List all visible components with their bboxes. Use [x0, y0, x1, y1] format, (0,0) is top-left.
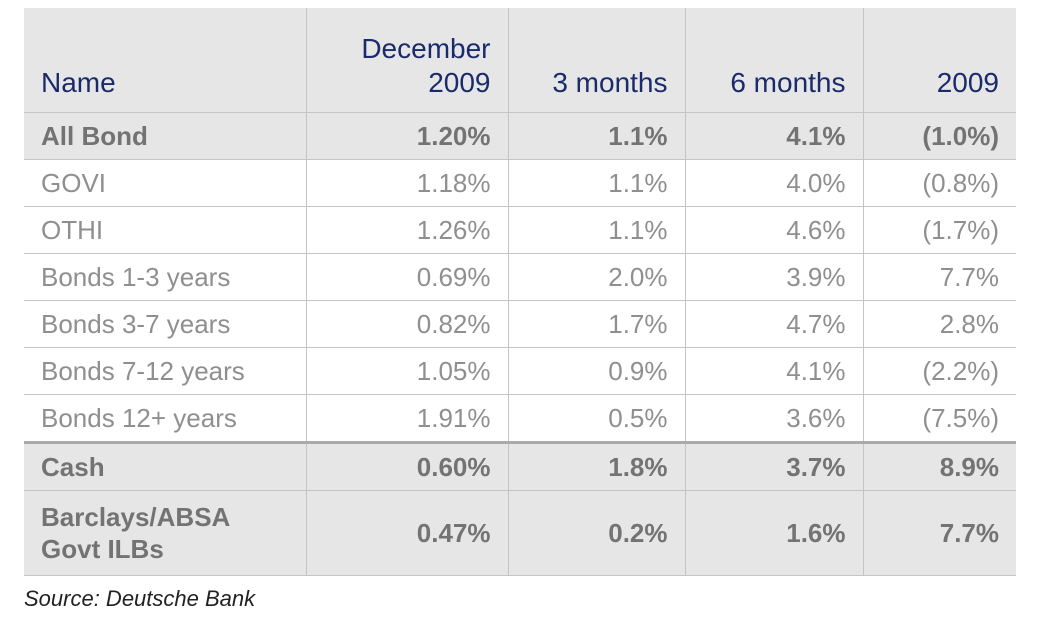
cell-value: 0.82% [305, 300, 508, 348]
cell-value: 1.8% [507, 441, 685, 491]
row-name: OTHI [24, 206, 306, 254]
table-row: Bonds 7-12 years 1.05% 0.9% 4.1% (2.2%) [24, 347, 1016, 395]
row-name: All Bond [24, 112, 306, 160]
cell-value: 0.60% [305, 441, 508, 491]
cell-value: 4.0% [684, 159, 863, 207]
cell-value: 1.1% [507, 159, 685, 207]
header-name: Name [24, 8, 306, 113]
row-name: Bonds 7-12 years [24, 347, 306, 395]
row-name: Cash [24, 441, 306, 491]
table-row: Bonds 3-7 years 0.82% 1.7% 4.7% 2.8% [24, 300, 1016, 348]
cell-value: 0.2% [507, 490, 685, 576]
returns-table: Name December 2009 3 months 6 months 200… [24, 8, 1016, 576]
returns-table-container: Name December 2009 3 months 6 months 200… [24, 8, 1016, 576]
row-name: Bonds 1-3 years [24, 253, 306, 301]
cell-value: 2.0% [507, 253, 685, 301]
header-3-months: 3 months [507, 8, 685, 113]
cell-value: 1.1% [507, 112, 685, 160]
cell-value: 1.05% [305, 347, 508, 395]
table-row: OTHI 1.26% 1.1% 4.6% (1.7%) [24, 206, 1016, 254]
row-name: Barclays/ABSA Govt ILBs [24, 490, 306, 576]
cell-value: 0.69% [305, 253, 508, 301]
cell-value: 3.7% [684, 441, 863, 491]
row-name: Bonds 3-7 years [24, 300, 306, 348]
header-2009: 2009 [862, 8, 1016, 113]
cell-value: (0.8%) [862, 159, 1016, 207]
table-row: Barclays/ABSA Govt ILBs 0.47% 0.2% 1.6% … [24, 490, 1016, 576]
table-row: Cash 0.60% 1.8% 3.7% 8.9% [24, 441, 1016, 491]
cell-value: 1.1% [507, 206, 685, 254]
cell-value: 4.1% [684, 347, 863, 395]
cell-value: 1.20% [305, 112, 508, 160]
row-name: Bonds 12+ years [24, 394, 306, 443]
header-6-months: 6 months [684, 8, 863, 113]
source-note: Source: Deutsche Bank [24, 586, 256, 611]
cell-value: 1.91% [305, 394, 508, 443]
cell-value: 8.9% [862, 441, 1016, 491]
table-row: GOVI 1.18% 1.1% 4.0% (0.8%) [24, 159, 1016, 207]
cell-value: 1.7% [507, 300, 685, 348]
cell-value: 4.7% [684, 300, 863, 348]
cell-value: 7.7% [862, 253, 1016, 301]
cell-value: 3.6% [684, 394, 863, 443]
cell-value: 0.9% [507, 347, 685, 395]
cell-value: 4.1% [684, 112, 863, 160]
cell-value: 3.9% [684, 253, 863, 301]
cell-value: 1.26% [305, 206, 508, 254]
cell-value: 2.8% [862, 300, 1016, 348]
header-december-2009: December 2009 [305, 8, 508, 113]
cell-value: (2.2%) [862, 347, 1016, 395]
cell-value: (1.0%) [862, 112, 1016, 160]
cell-value: 0.5% [507, 394, 685, 443]
cell-value: 1.18% [305, 159, 508, 207]
table-row: Bonds 1-3 years 0.69% 2.0% 3.9% 7.7% [24, 253, 1016, 301]
cell-value: (7.5%) [862, 394, 1016, 443]
row-name: GOVI [24, 159, 306, 207]
cell-value: 7.7% [862, 490, 1016, 576]
cell-value: 1.6% [684, 490, 863, 576]
header-row: Name December 2009 3 months 6 months 200… [24, 8, 1016, 113]
table-row: Bonds 12+ years 1.91% 0.5% 3.6% (7.5%) [24, 394, 1016, 443]
table-row: All Bond 1.20% 1.1% 4.1% (1.0%) [24, 112, 1016, 160]
cell-value: 4.6% [684, 206, 863, 254]
cell-value: (1.7%) [862, 206, 1016, 254]
cell-value: 0.47% [305, 490, 508, 576]
